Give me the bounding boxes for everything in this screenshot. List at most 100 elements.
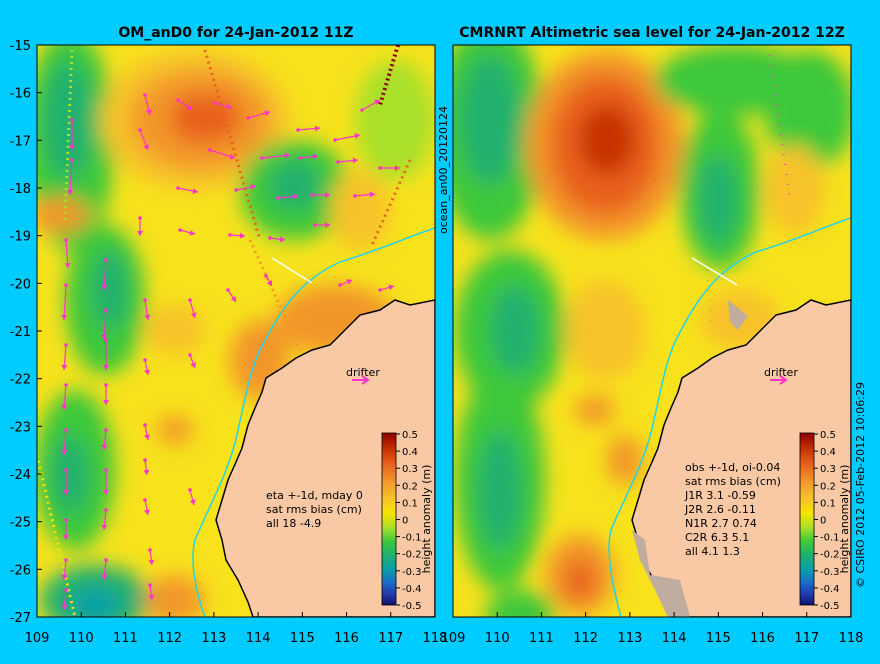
colorbar-tick-label: 0.3	[820, 464, 836, 475]
left-panel-title: OM_anD0 for 24-Jan-2012 11Z	[118, 25, 353, 41]
right-coastal-gap	[728, 300, 748, 330]
right-stats-line: N1R 2.7 0.74	[685, 517, 757, 530]
lat-tick-label: -16	[10, 87, 31, 102]
right-stats-box: obs +-1d, oi-0.04 sat rms bias (cm) J1R …	[684, 461, 781, 558]
lon-tick-label: 110	[69, 631, 94, 646]
current-arrow-head	[101, 284, 108, 290]
current-arrow-head	[67, 189, 74, 195]
current-arrow-head	[352, 157, 358, 164]
current-arrow-tail	[338, 283, 342, 287]
current-arrow-tail	[143, 93, 147, 97]
lat-tick-label: -27	[10, 611, 31, 626]
current-arrow-tail	[260, 156, 264, 160]
current-arrow-head	[144, 369, 150, 375]
current-arrow-head	[279, 236, 285, 243]
current-arrow-head	[148, 559, 155, 565]
lon-tick-label: 114	[662, 631, 687, 646]
lat-tick-label: -23	[10, 420, 31, 435]
current-arrow-head	[101, 524, 108, 530]
left-current-arrows	[61, 93, 400, 611]
current-arrow-head	[61, 449, 68, 455]
current-arrow-tail	[176, 98, 180, 102]
current-arrow-tail	[378, 166, 382, 170]
current-arrow-head	[346, 279, 352, 285]
current-arrow-head	[63, 490, 69, 495]
current-arrow-tail	[138, 128, 142, 132]
current-arrow-head	[103, 490, 109, 495]
current-arrow-tail	[64, 468, 68, 472]
current-arrow-head	[284, 152, 290, 159]
left-anomaly-field	[37, 45, 435, 617]
current-arrow-tail	[313, 223, 317, 227]
right-stats-line: C2R 6.3 5.1	[685, 531, 749, 544]
right-drifter-arrow-icon	[770, 375, 788, 385]
current-arrow-head	[103, 365, 109, 370]
right-coastal-gap	[632, 530, 690, 617]
lat-tick-label: -25	[10, 516, 31, 531]
right-lon-axis: 109 110 111 112 113 114 115 116 117 118	[441, 612, 864, 646]
current-arrow-head	[61, 574, 68, 580]
left-lon-axis: 109 110 111 112 113 114 115 116 117 118	[25, 612, 447, 646]
current-arrow-head	[144, 314, 151, 320]
current-arrow-tail	[353, 194, 357, 198]
colorbar-tick-label: 0.4	[402, 447, 418, 458]
lon-tick-label: 113	[201, 631, 226, 646]
current-arrow-head	[64, 262, 71, 268]
current-arrow-head	[69, 145, 75, 150]
lon-tick-label: 115	[706, 631, 731, 646]
current-arrow-tail	[143, 423, 147, 427]
lon-tick-label: 116	[750, 631, 775, 646]
current-arrow-tail	[360, 108, 364, 112]
right-colorbar-label: height anomaly (m)	[838, 465, 851, 574]
current-arrow-tail	[104, 338, 108, 342]
colorbar-tick-label: -0.5	[402, 601, 422, 612]
current-arrow-head	[325, 222, 330, 228]
colorbar-tick-label: -0.4	[820, 584, 840, 595]
left-shelf-contour	[192, 227, 435, 617]
current-arrow-tail	[143, 298, 147, 302]
colorbar-tick-label: -0.1	[402, 533, 422, 544]
current-arrow-tail	[64, 428, 68, 432]
colorbar-tick-label: 0	[820, 516, 826, 527]
left-drifter-arrow-icon	[352, 375, 370, 385]
left-colorbar: 0.5 0.4 0.3 0.2 0.1 0 -0.1 -0.2 -0.3 -0.4 -0.5 hei…	[381, 430, 433, 612]
current-arrow-tail	[310, 193, 314, 197]
colorbar-tick-label: 0.4	[820, 447, 836, 458]
right-shelf-contour	[608, 217, 851, 617]
current-arrow-head	[250, 184, 256, 190]
colorbar-tick-label: 0.5	[402, 430, 418, 441]
current-arrow-head	[354, 133, 360, 139]
current-arrow-tail	[268, 236, 272, 240]
colorbar-tick-label: -0.2	[402, 550, 422, 561]
colorbar-tick-label: -0.5	[820, 601, 840, 612]
left-stats-line: eta +-1d, mday 0	[266, 489, 363, 502]
current-arrow-tail	[104, 428, 108, 432]
lon-tick-label: 111	[529, 631, 554, 646]
current-arrow-head	[312, 153, 318, 160]
current-arrow-tail	[64, 238, 68, 242]
colorbar-tick-label: -0.3	[820, 567, 840, 578]
left-colorbar-label: height anomaly (m)	[420, 465, 433, 574]
current-arrow-tail	[70, 118, 74, 122]
current-arrow-tail	[70, 158, 74, 162]
current-arrow-tail	[228, 233, 232, 237]
current-arrow-tail	[64, 588, 68, 592]
right-panel-title: CMRNRT Altimetric sea level for 24-Jan-2…	[459, 25, 844, 41]
lat-tick-label: -18	[10, 182, 31, 197]
current-arrow-tail	[378, 288, 382, 292]
current-arrow	[103, 259, 107, 291]
lon-tick-label: 117	[378, 631, 403, 646]
left-stats-box: eta +-1d, mday 0 sat rms bias (cm) all 1…	[266, 489, 363, 530]
left-transect-line	[271, 257, 313, 284]
lon-tick-label: 117	[794, 631, 819, 646]
left-side-label: ocean_an00_20120124	[437, 106, 450, 234]
current-arrow-tail	[178, 228, 182, 232]
current-arrow-head	[137, 231, 143, 236]
lon-tick-label: 118	[839, 631, 864, 646]
current-arrow-head	[314, 125, 320, 132]
right-stats-line: obs +-1d, oi-0.04	[685, 461, 780, 474]
current-arrow-tail	[64, 383, 68, 387]
current-arrow-tail	[64, 343, 68, 347]
current-arrow-head	[325, 192, 330, 198]
right-anomaly-field	[453, 45, 851, 617]
